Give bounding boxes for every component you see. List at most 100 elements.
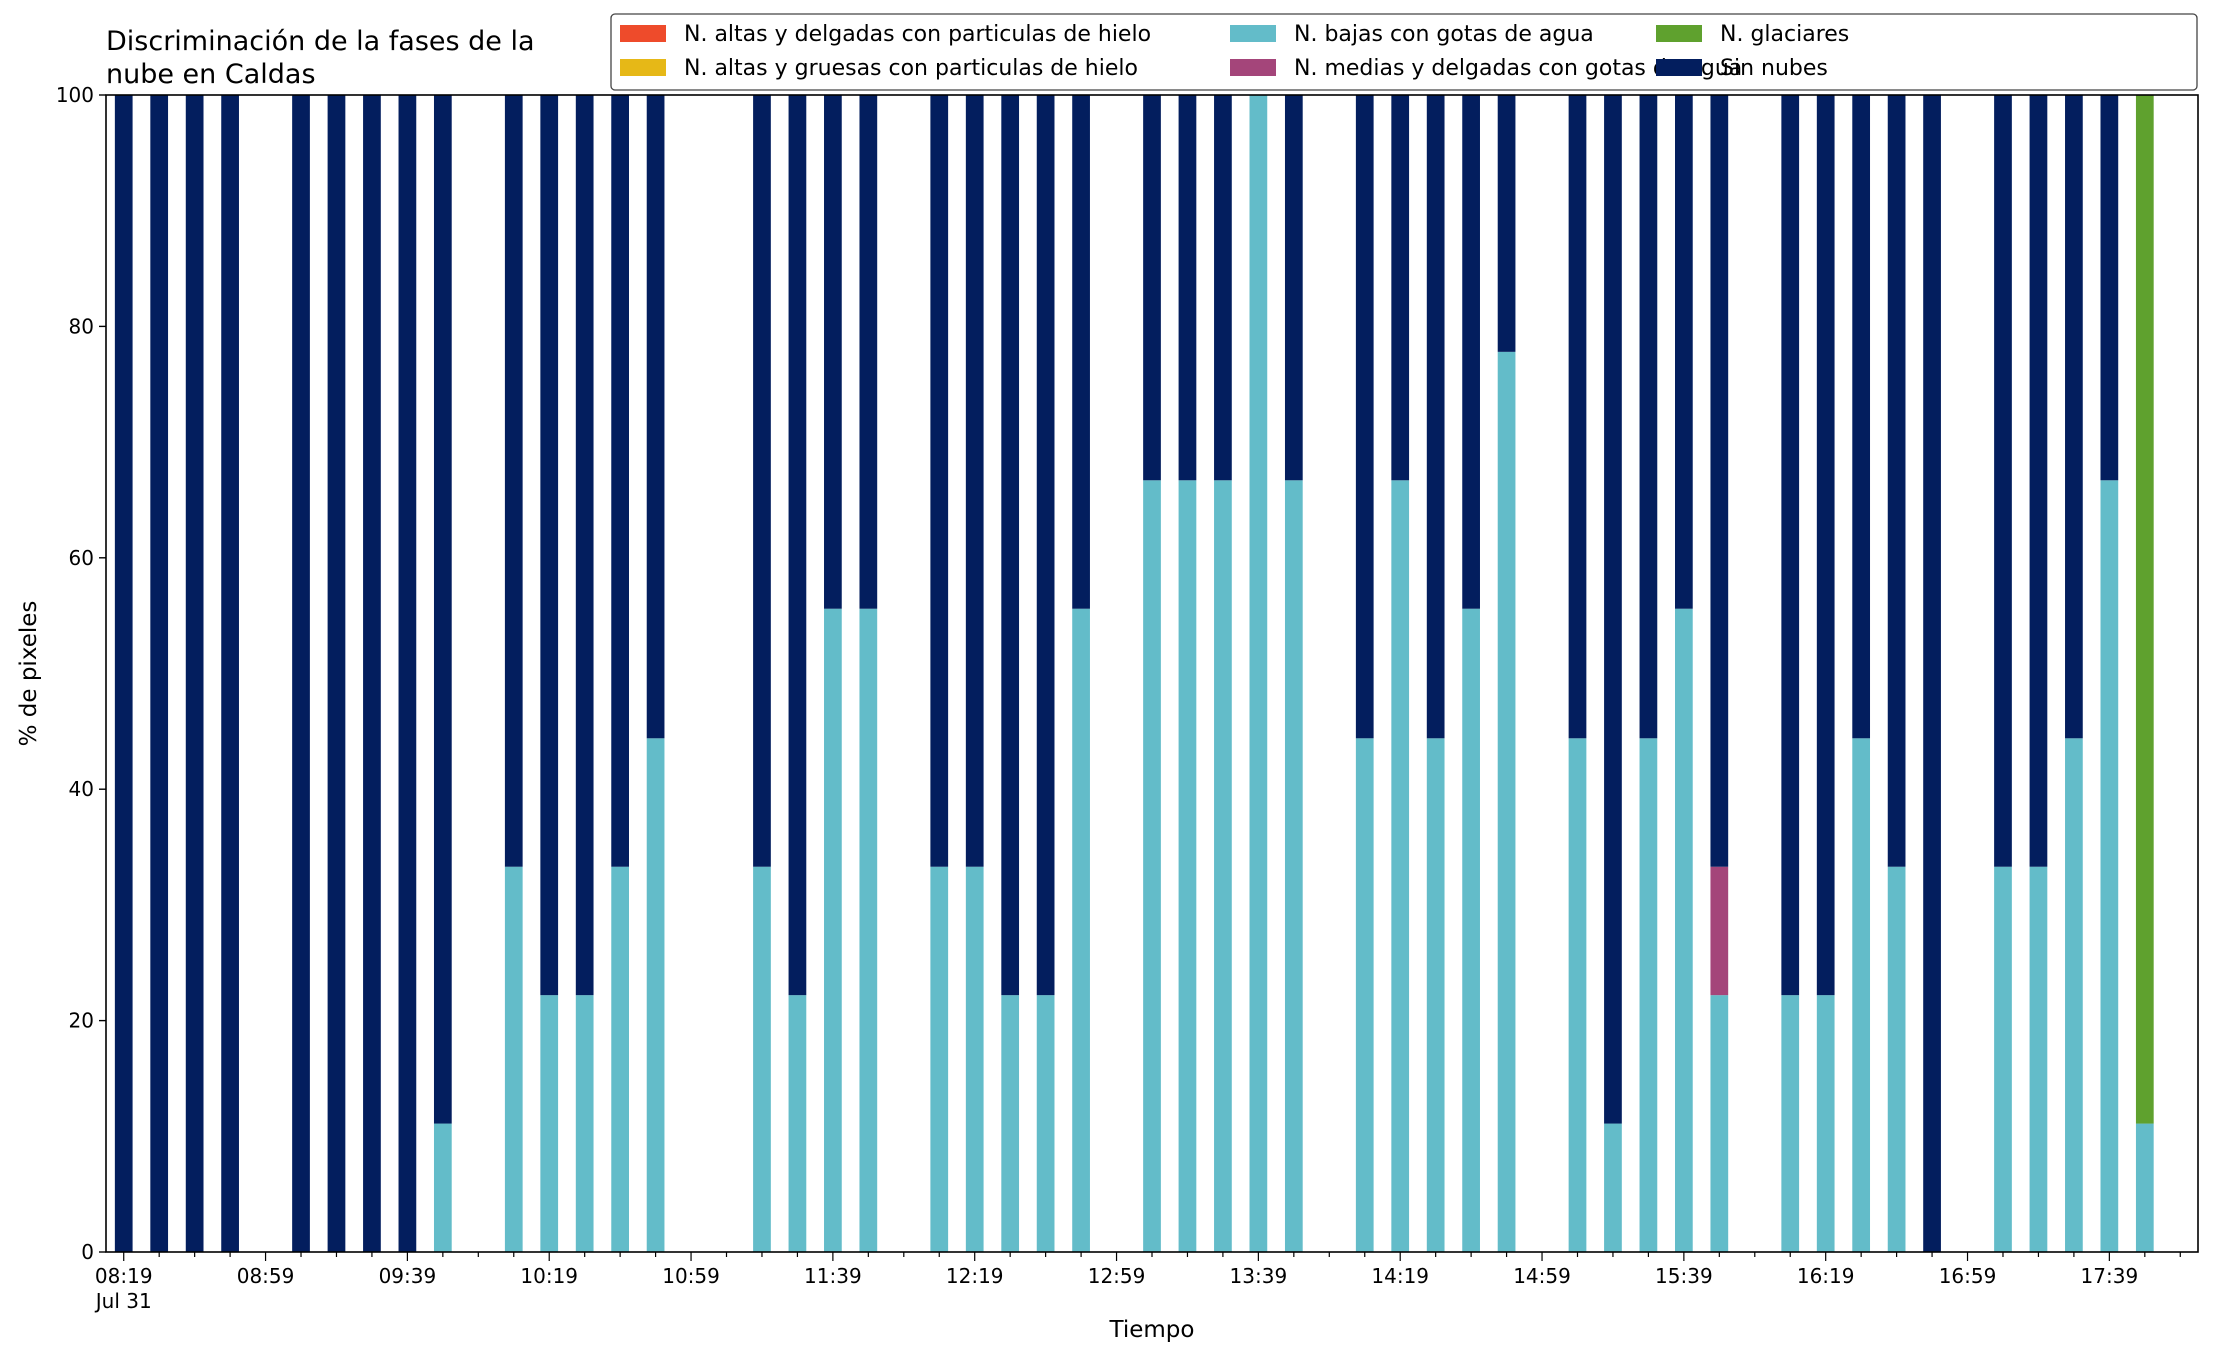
plot-frame [105,94,2199,1253]
chart-title-line-1: Discriminación de la fases de la [106,26,535,57]
bar-segment [859,608,878,1252]
bar-segment [1284,480,1303,1252]
bars-layer [114,95,2154,1253]
bar-segment [114,95,133,1252]
bar-segment [1710,866,1729,996]
bar-segment [504,866,523,1252]
legend-swatch [1230,59,1276,76]
legend-label: N. bajas con gotas de agua [1294,22,1594,47]
bar-segment [930,866,949,1252]
bar-segment [1178,95,1197,481]
bar-segment [363,95,381,1252]
bar-segment [1675,95,1693,609]
bar-segment [1462,95,1480,609]
bar-segment [788,95,807,996]
bar-segment [540,995,559,1252]
bar-segment [824,95,842,609]
bar-segment [1852,95,1871,739]
bar-segment [1462,608,1480,1252]
bar-segment [2029,95,2048,867]
y-tick-label: 80 [69,314,94,338]
bar-segment [292,95,310,1252]
bar-segment [1887,95,1906,867]
y-tick-label: 20 [69,1009,94,1033]
bar-segment [433,95,452,1124]
bar-segment [1675,608,1693,1252]
bar-segment [859,95,878,609]
legend-swatch [1656,25,1702,42]
bar-segment [2100,95,2119,481]
bar-segment [753,866,771,1252]
bar-segment [1001,995,1020,1252]
bar-segment [1284,95,1303,481]
x-tick-label: 16:19 [1797,1264,1855,1288]
bar-segment [1923,95,1941,1252]
bar-segment [1604,1123,1622,1252]
bar-segment [1355,738,1374,1252]
bar-segment [1391,480,1410,1252]
bar-segment [1426,95,1445,739]
bar-segment [1887,866,1906,1252]
bar-segment [2029,866,2048,1252]
bar-segment [1249,95,1268,1252]
chart-title: Discriminación de la fases de la nube en… [106,26,535,90]
x-tick-label: 11:39 [804,1264,862,1288]
bar-segment [1036,95,1055,996]
y-tick-label: 40 [69,777,94,801]
bar-segment [150,95,169,1252]
bar-segment [540,95,559,996]
bar-segment [1072,95,1090,609]
x-tick-sublabel: Jul 31 [94,1289,152,1313]
legend-label: N. altas y delgadas con particulas de hi… [684,22,1151,47]
bar-segment [1214,480,1232,1252]
bar-segment [1816,995,1835,1252]
bar-segment [611,866,629,1252]
x-tick-label: 15:39 [1655,1264,1713,1288]
bar-segment [1994,95,2012,867]
bar-segment [611,95,629,867]
legend-label: N. altas y gruesas con particulas de hie… [684,56,1138,81]
legend-swatch [1656,59,1702,76]
y-tick-label: 100 [56,83,94,107]
bar-segment [1143,480,1161,1252]
bar-segment [185,95,204,1252]
bar-segment [2065,738,2083,1252]
bar-segment [1639,738,1658,1252]
x-axis-label: Tiempo [1109,1317,1195,1343]
legend-label: Sin nubes [1720,56,1828,81]
bar-segment [788,995,807,1252]
chart-title-line-2: nube en Caldas [106,59,316,90]
x-tick-label: 14:59 [1513,1264,1571,1288]
x-tick-label: 14:19 [1371,1264,1429,1288]
bar-segment [1604,95,1622,1124]
x-tick-label: 09:39 [379,1264,437,1288]
legend-swatch [1230,25,1276,42]
bar-segment [433,1123,452,1252]
bar-segment [1426,738,1445,1252]
bar-segment [1816,95,1835,996]
bar-segment [646,95,665,739]
bar-segment [2135,1123,2154,1252]
y-tick-label: 60 [69,546,94,570]
legend-swatch [620,59,666,76]
bar-segment [824,608,842,1252]
x-tick-label: 16:59 [1939,1264,1997,1288]
bar-segment [1639,95,1658,739]
bar-segment [221,95,239,1252]
bar-segment [965,866,984,1252]
bar-segment [1001,95,1020,996]
legend-swatch [620,25,666,42]
bar-segment [930,95,949,867]
bar-segment [398,95,417,1252]
bar-segment [1143,95,1161,481]
bar-segment [1391,95,1410,481]
bar-segment [575,995,594,1252]
bar-segment [1781,95,1800,996]
bar-segment [327,95,346,1252]
bar-segment [1497,95,1516,352]
bar-segment [1568,738,1587,1252]
x-tick-label: 08:19 [95,1264,153,1288]
bar-segment [2065,95,2083,739]
bar-segment [1178,480,1197,1252]
